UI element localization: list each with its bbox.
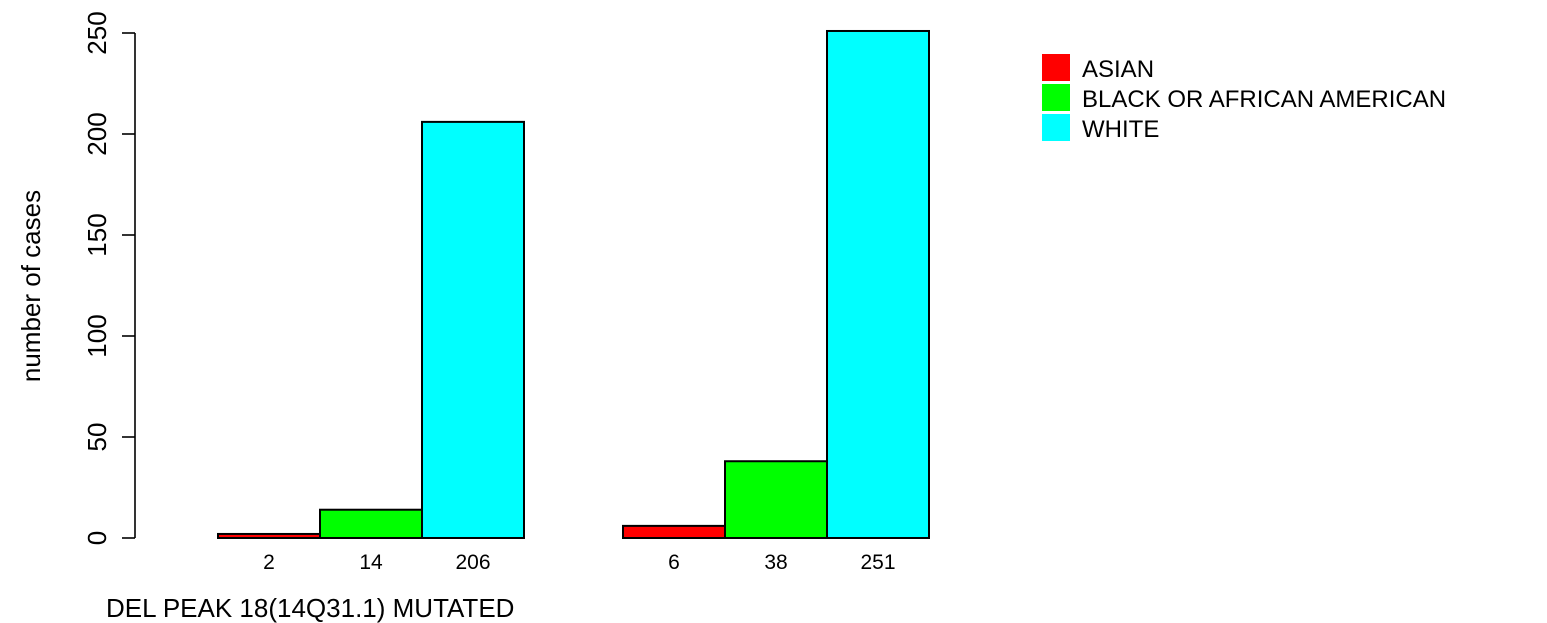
y-tick-label: 200 [82, 112, 112, 155]
bar-value-label: 38 [764, 551, 787, 574]
y-axis-title: number of cases [16, 190, 46, 382]
bar [421, 120, 525, 539]
legend-swatch [1042, 84, 1070, 111]
bars [217, 29, 930, 540]
legend: ASIAN BLACK OR AFRICAN AMERICAN WHITE [1042, 54, 1446, 143]
bar [217, 532, 321, 540]
legend-swatch [1042, 114, 1070, 141]
legend-label: BLACK OR AFRICAN AMERICAN [1082, 86, 1446, 113]
bar-value-label: 6 [668, 551, 680, 574]
x-axis-title: DEL PEAK 18(14Q31.1) MUTATED [106, 593, 514, 623]
legend-label: ASIAN [1082, 56, 1154, 83]
y-tick-label: 150 [82, 213, 112, 256]
y-tick-label: 0 [82, 531, 112, 545]
bar-value-label: 2 [263, 551, 275, 574]
bar-value-label: 251 [860, 551, 895, 574]
bar [622, 524, 726, 540]
bar [826, 29, 930, 539]
legend-label: WHITE [1082, 116, 1159, 143]
y-axis: 0 50 100 150 200 250 [82, 11, 136, 545]
legend-swatch [1042, 54, 1070, 81]
y-tick-label: 100 [82, 314, 112, 357]
bar [724, 460, 828, 539]
bar [319, 508, 423, 540]
bar-value-label: 206 [455, 551, 490, 574]
y-tick-label: 50 [82, 423, 112, 452]
y-tick-label: 250 [82, 11, 112, 54]
bar-value-label: 14 [359, 551, 383, 574]
bar-value-labels: 2 14 206 6 38 251 [263, 551, 895, 574]
